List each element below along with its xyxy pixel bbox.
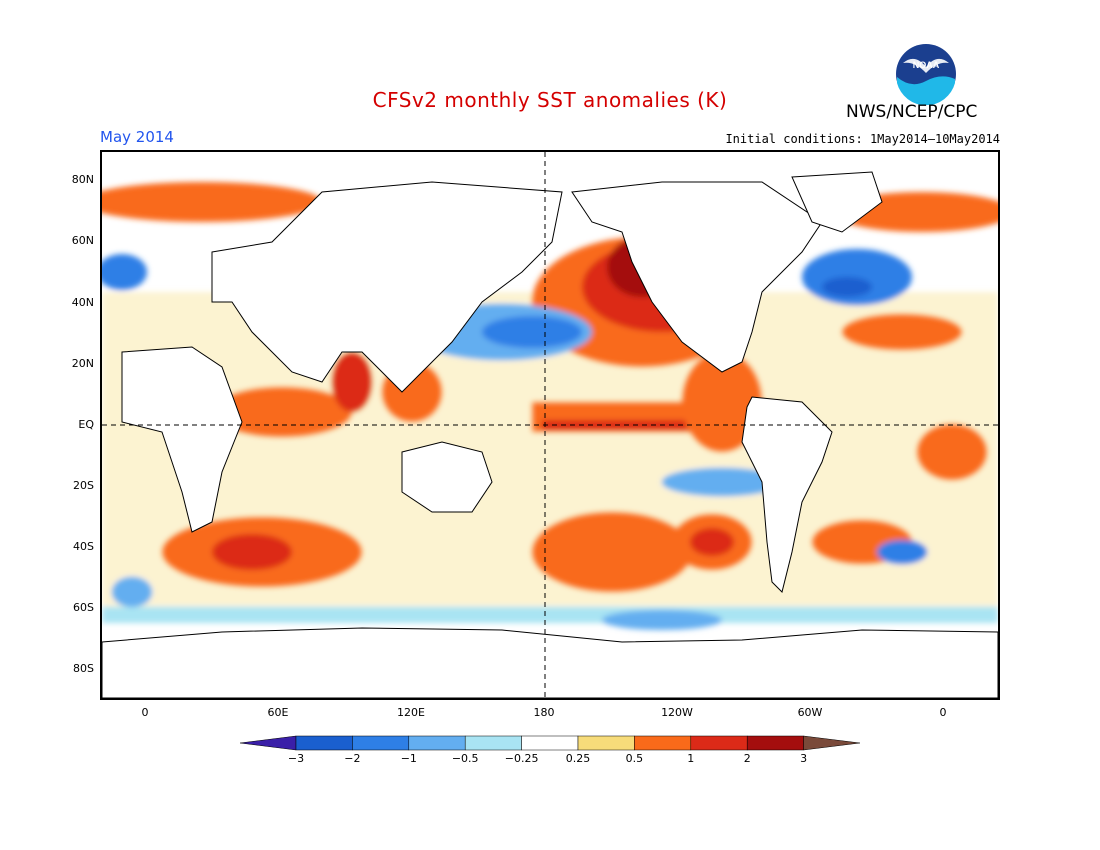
colorbar-cell: [408, 735, 466, 751]
colorbar-cell: [352, 735, 410, 751]
lon-label-0: 0: [141, 706, 149, 719]
colorbar-tick-label: −2: [344, 752, 361, 765]
anomaly-field: [102, 182, 998, 630]
colorbar-arrow-low: [240, 735, 297, 751]
colorbar-arrow-high: [803, 735, 860, 751]
colorbar-tick-label: −0.5: [451, 752, 479, 765]
colorbar-cell: [464, 735, 522, 751]
colorbar-cell: [690, 735, 748, 751]
forecast-month: May 2014: [100, 128, 174, 146]
lon-label-0-east: 0: [939, 706, 947, 719]
lon-label-180: 180: [533, 706, 555, 719]
noaa-logo: NOAA: [895, 43, 957, 106]
colorbar-tick-label: 0.5: [625, 752, 644, 765]
logo-text: NOAA: [913, 60, 940, 70]
colorbar-tick-label: 3: [800, 752, 808, 765]
lat-label-80n: 80N: [71, 173, 94, 186]
colorbar-tick-label: −3: [287, 752, 305, 765]
lat-label-eq: EQ: [78, 418, 94, 431]
lat-label-40s: 40S: [73, 540, 94, 553]
lat-label-20s: 20S: [73, 479, 94, 492]
lon-label-60e: 60E: [267, 706, 289, 719]
colorbar-cell: [634, 735, 692, 751]
initial-conditions: Initial conditions: 1May2014–10May2014: [725, 132, 1000, 146]
colorbar-tick-label: −1: [400, 752, 417, 765]
colorbar-tick-label: 0.25: [565, 752, 591, 765]
agency-label: NWS/NCEP/CPC: [846, 102, 978, 122]
lat-label-40n: 40N: [71, 296, 94, 309]
continents: [102, 171, 998, 698]
lat-label-80s: 80S: [73, 662, 94, 675]
map-title: CFSv2 monthly SST anomalies (K): [372, 88, 728, 112]
lon-label-120w: 120W: [661, 706, 693, 719]
colorbar-tick-label: 2: [743, 752, 751, 765]
colorbar-cell: [521, 735, 579, 751]
lon-label-120e: 120E: [397, 706, 425, 719]
lat-label-60n: 60N: [71, 234, 94, 247]
colorbar-tick-label: 1: [687, 752, 695, 765]
lon-label-60w: 60W: [797, 706, 823, 719]
colorbar-tick-label: −0.25: [504, 752, 539, 765]
colorbar-cell: [746, 735, 804, 751]
colorbar-cell: [577, 735, 635, 751]
colorbar-cell: [295, 735, 353, 751]
lat-label-60s: 60S: [73, 601, 94, 614]
sst-anomaly-map: [100, 150, 1000, 700]
lat-label-20n: 20N: [71, 357, 94, 370]
colorbar: [240, 735, 860, 751]
